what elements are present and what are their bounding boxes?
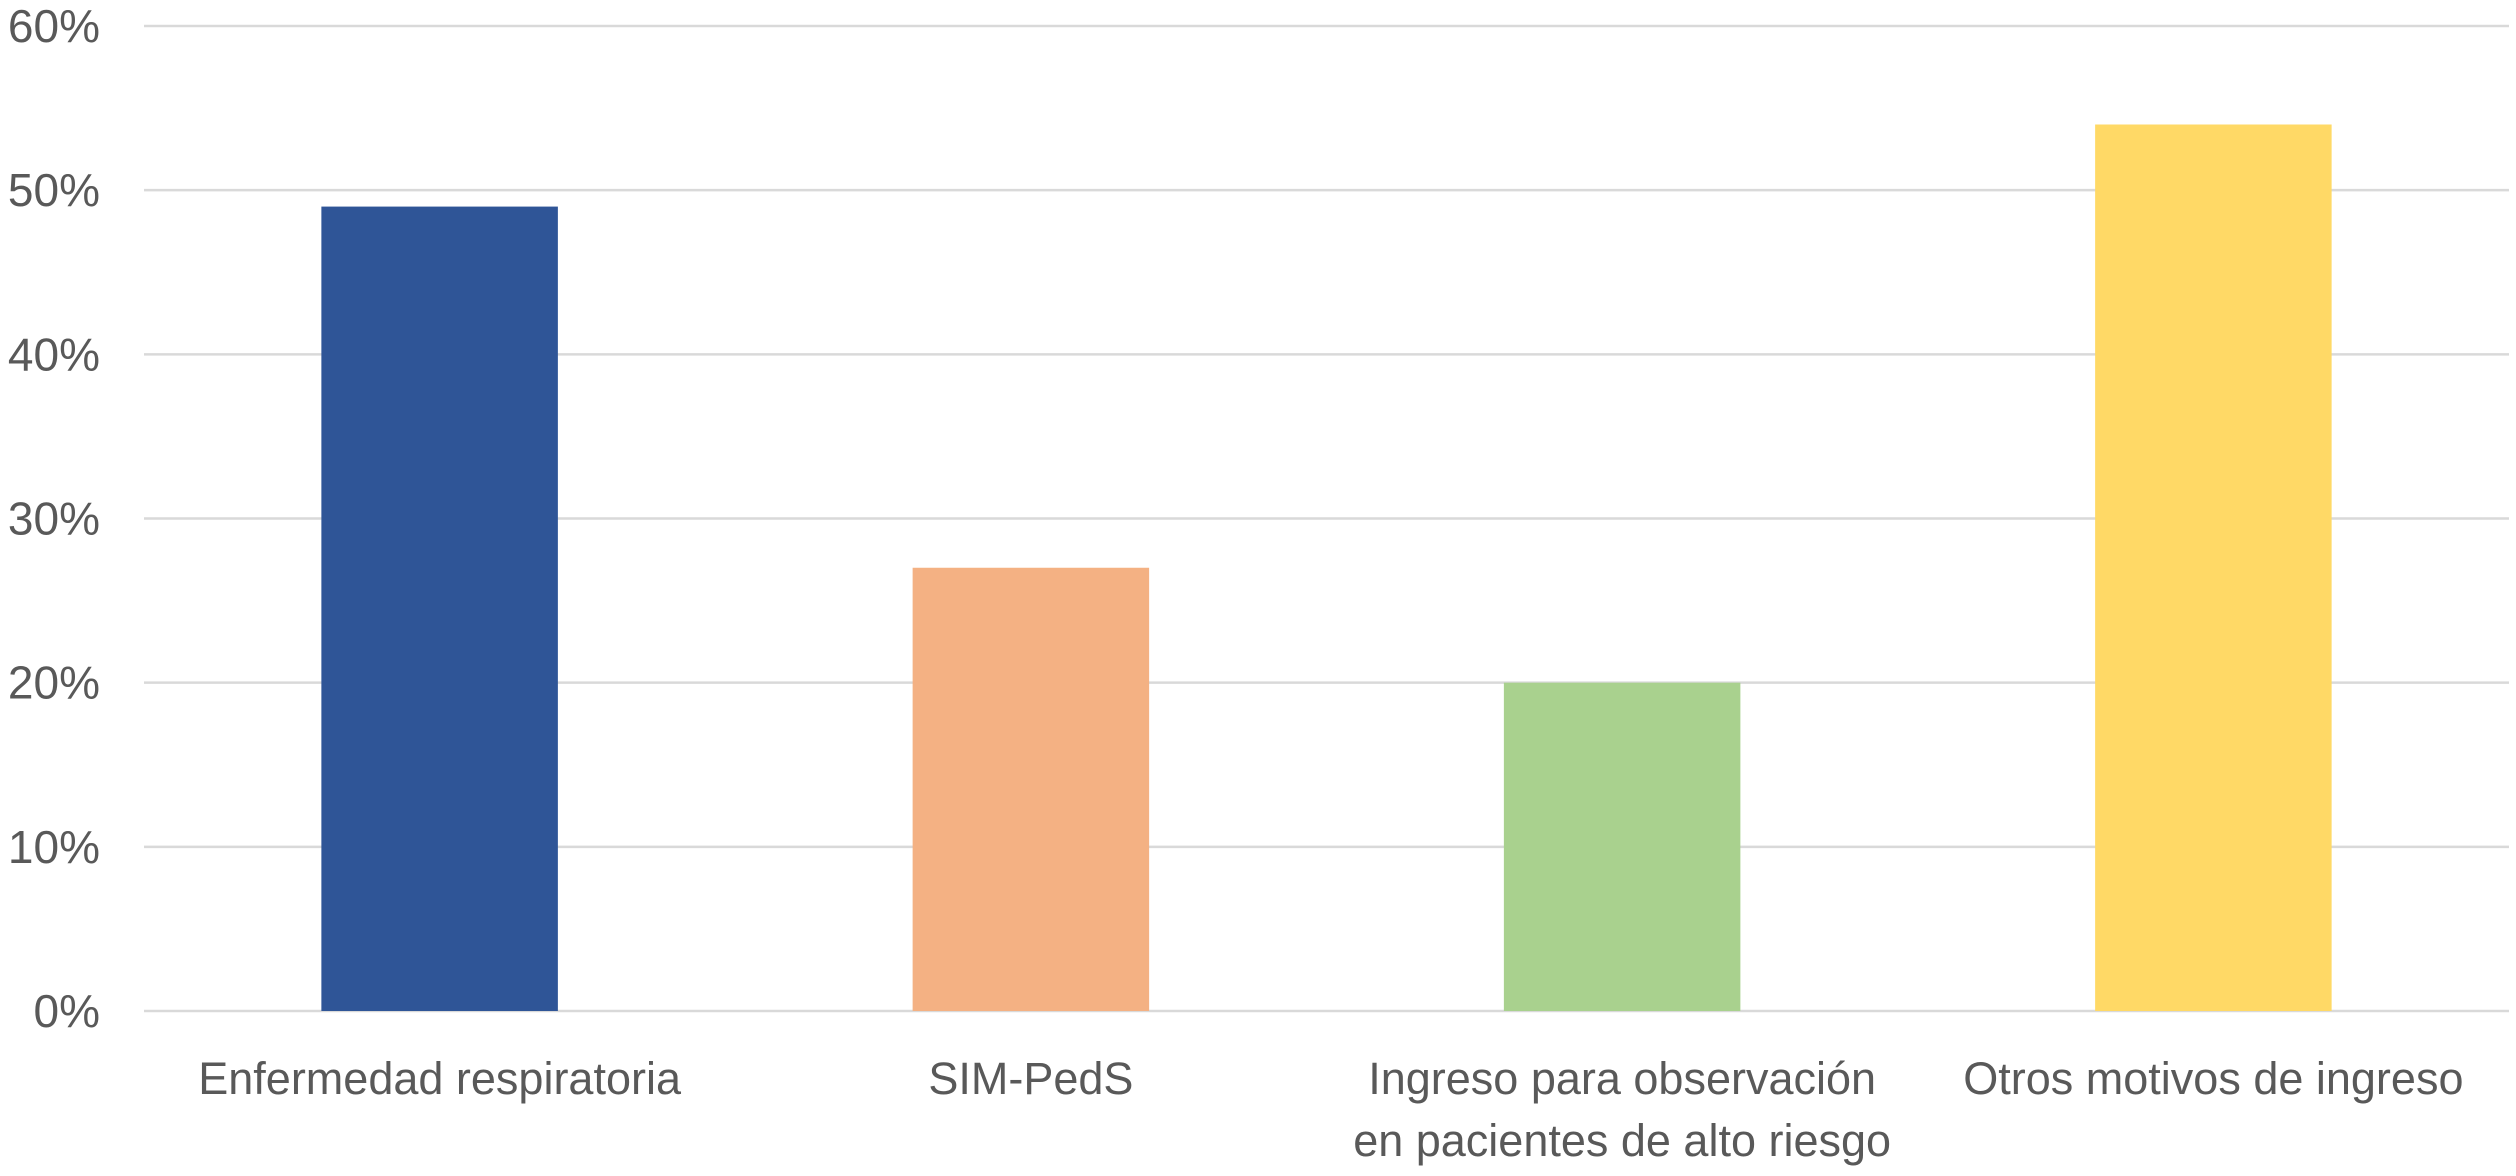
bar: [321, 206, 558, 1012]
x-tick-label: Enfermedad respiratoria: [198, 1053, 681, 1104]
y-tick-label: 50%: [8, 164, 100, 216]
y-tick-label: 10%: [8, 821, 100, 873]
bar: [912, 567, 1150, 1011]
x-tick-label: SIM-PedS: [928, 1053, 1134, 1104]
y-tick-label: 20%: [8, 657, 100, 709]
y-tick-label: 30%: [8, 493, 100, 545]
y-tick-label: 60%: [8, 0, 100, 52]
y-tick-label: 0%: [34, 985, 100, 1037]
bars: [321, 124, 2332, 1012]
y-axis-tick-labels: 0% 10% 20% 30% 40% 50% 60%: [8, 0, 100, 1037]
x-tick-label: Otros motivos de ingreso: [1963, 1053, 2464, 1104]
x-tick-label: Ingreso para observación en pacientes de…: [1353, 1053, 1892, 1166]
bar: [1503, 682, 1741, 1011]
bar: [2095, 124, 2332, 1011]
y-tick-label: 40%: [8, 328, 100, 380]
